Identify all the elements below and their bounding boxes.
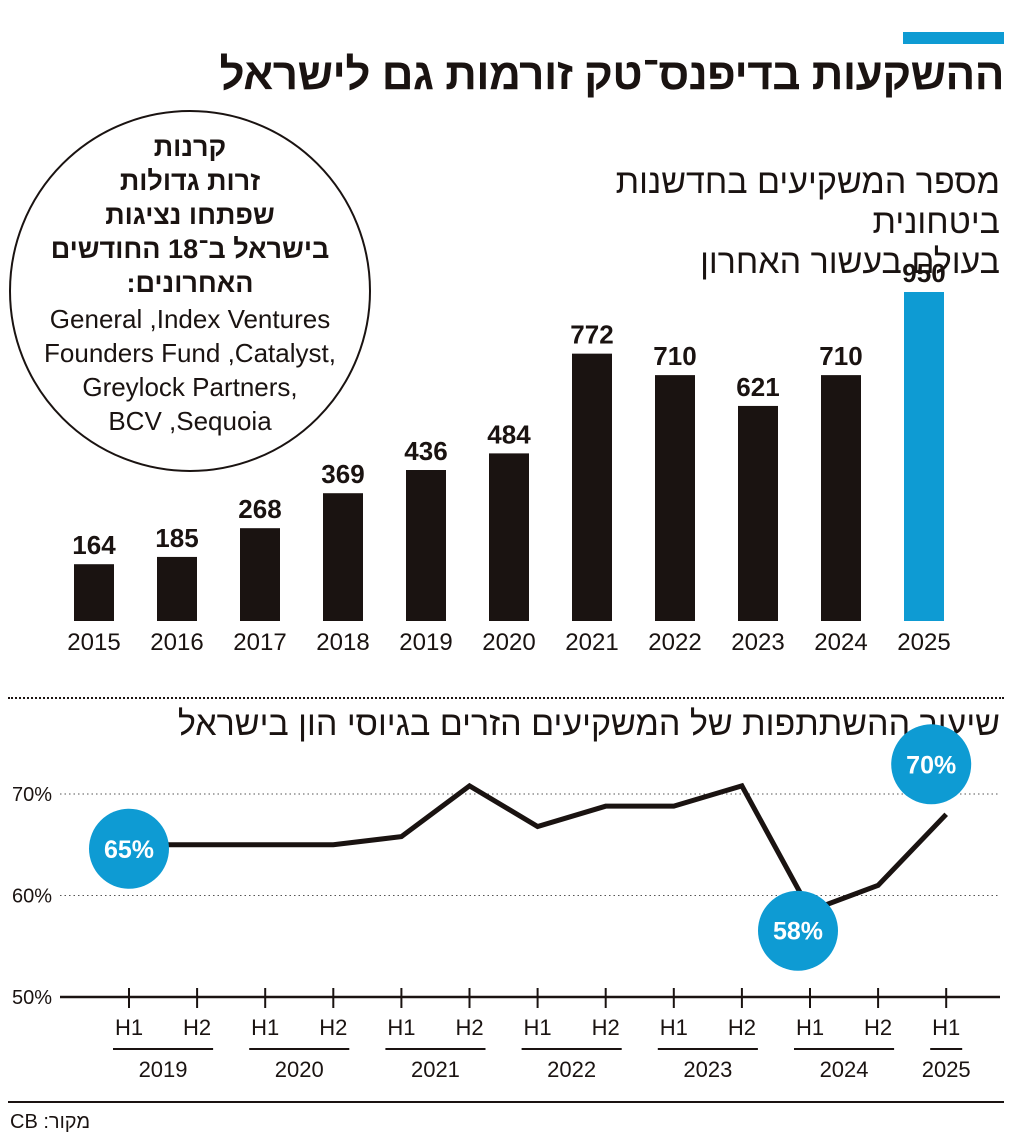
foreign-funds-list: General ,Index Ventures ,Founders Fund ,… (44, 304, 336, 436)
bar-category-label: 2021 (565, 629, 618, 656)
callout-value-label: 65% (104, 836, 154, 864)
bar-2016 (157, 556, 197, 621)
x-half-label: H1 (796, 1015, 824, 1040)
bar-value-label: 710 (819, 341, 862, 371)
callout-value-label: 58% (773, 918, 823, 946)
bar-value-label: 268 (238, 494, 281, 524)
year-group-label: 2019 (139, 1057, 188, 1082)
year-group-label: 2021 (411, 1057, 460, 1082)
line-chart-title: שיעור ההשתתפות של המשקיעים הזרים בגיוסי … (177, 705, 1000, 743)
bar-2025 (904, 292, 944, 621)
bar-chart-title: מספר המשקיעים בחדשנות ביטחונית בעולם בעשו… (480, 162, 1000, 282)
x-half-label: H1 (932, 1015, 960, 1040)
callout-bubble (89, 808, 169, 889)
bar-2020 (489, 453, 529, 621)
year-group-label: 2020 (275, 1057, 324, 1082)
bar-category-label: 2022 (648, 629, 701, 656)
foreign-funds-heading: קרנות זרות גדולות שפתחו נציגות בישראל ב־… (50, 132, 330, 298)
bar-2023 (738, 405, 778, 621)
x-half-label: H1 (387, 1015, 415, 1040)
foreign-funds-callout: קרנות זרות גדולות שפתחו נציגות בישראל ב־… (9, 110, 371, 472)
x-half-label: H1 (115, 1015, 143, 1040)
bar-2024 (821, 375, 861, 621)
bar-category-label: 2016 (150, 629, 203, 656)
bar-category-label: 2019 (399, 629, 452, 656)
bar-chart-title-line: בעולם בעשור האחרון (700, 243, 1000, 281)
bar-category-label: 2023 (731, 629, 784, 656)
bar-category-label: 2015 (67, 629, 120, 656)
bar-value-label: 484 (487, 419, 531, 449)
y-tick-label: 60% (12, 886, 52, 908)
x-half-label: H1 (251, 1015, 279, 1040)
callout-value-label: 70% (906, 751, 956, 779)
bar-value-label: 950 (902, 258, 945, 288)
bar-value-label: 710 (653, 341, 696, 371)
x-half-label: H2 (728, 1015, 756, 1040)
x-half-label: H2 (864, 1015, 892, 1040)
callout-bubble (891, 724, 972, 805)
bar-2022 (655, 375, 695, 621)
bar-value-label: 185 (155, 523, 198, 553)
bar-chart-title-line: מספר המשקיעים בחדשנות ביטחונית (615, 163, 1000, 241)
bar-value-label: 164 (72, 530, 116, 560)
source-note: מקור: CB (10, 1111, 91, 1133)
section-divider (8, 697, 1004, 699)
x-half-label: H2 (183, 1015, 211, 1040)
callout-bubble (758, 890, 838, 971)
bar-category-label: 2020 (482, 629, 535, 656)
bar-category-label: 2025 (897, 629, 950, 656)
y-tick-label: 70% (12, 784, 52, 806)
bar-2018 (323, 493, 363, 621)
x-half-label: H2 (319, 1015, 347, 1040)
x-half-label: H2 (592, 1015, 620, 1040)
page-title: ההשקעות בדיפנס־טק זורמות גם לישראל (219, 50, 1004, 99)
year-group-label: 2024 (820, 1057, 869, 1082)
bar-2021 (572, 353, 612, 621)
bar-value-label: 436 (404, 436, 447, 466)
bar-value-label: 621 (736, 372, 779, 402)
bar-category-label: 2024 (814, 629, 867, 656)
bar-value-label: 772 (570, 320, 613, 350)
participation-series-line (129, 782, 949, 914)
bar-value-label: 369 (321, 459, 364, 489)
bottom-rule (8, 1101, 1004, 1103)
bar-2017 (240, 528, 280, 621)
bar-2015 (74, 564, 114, 621)
bar-2019 (406, 470, 446, 621)
x-half-label: H1 (660, 1015, 688, 1040)
x-half-label: H2 (455, 1015, 483, 1040)
year-group-label: 2025 (922, 1057, 971, 1082)
year-group-label: 2022 (547, 1057, 596, 1082)
year-group-label: 2023 (683, 1057, 732, 1082)
header-accent-bar (903, 32, 1004, 44)
investors-bar-chart: 164 2015 185 2016 268 2017 369 2018 436 2019 484 20… (67, 258, 950, 656)
bar-category-label: 2017 (233, 629, 286, 656)
x-half-label: H1 (524, 1015, 552, 1040)
bar-category-label: 2018 (316, 629, 369, 656)
y-tick-label: 50% (12, 987, 52, 1009)
